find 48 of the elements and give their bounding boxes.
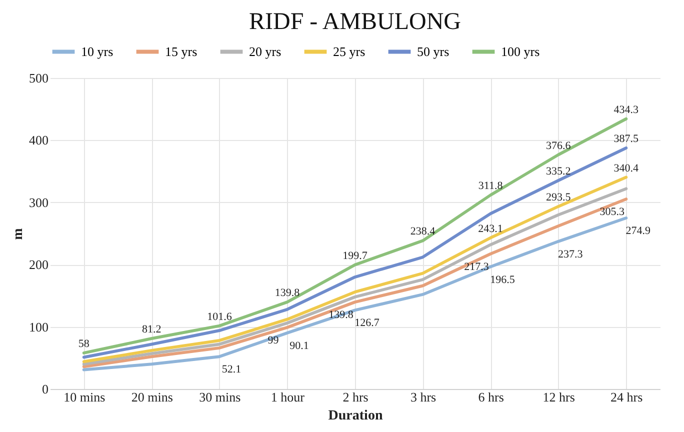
legend-label: 10 yrs <box>81 44 114 59</box>
y-tick-label: 500 <box>29 70 48 86</box>
legend-label: 50 yrs <box>417 44 450 59</box>
x-tick-label: 2 hrs <box>342 390 368 404</box>
data-label: 340.4 <box>614 162 639 174</box>
data-label: 237.3 <box>558 248 584 260</box>
x-tick-label: 20 mins <box>131 390 173 404</box>
x-tick-label: 10 mins <box>64 390 106 404</box>
data-label: 52.1 <box>222 364 242 376</box>
y-tick-label: 200 <box>29 257 48 272</box>
data-label: 199.7 <box>342 250 368 262</box>
data-label: 90.1 <box>290 340 309 352</box>
data-label: 387.5 <box>614 132 639 145</box>
data-label: 243.1 <box>478 222 503 235</box>
y-axis-title: m <box>11 228 26 240</box>
y-tick-label: 0 <box>42 382 48 396</box>
x-tick-label: 1 hour <box>270 390 306 404</box>
data-label: 217.3 <box>464 260 490 273</box>
data-label: 434.3 <box>614 104 639 116</box>
data-label: 335.2 <box>546 166 571 178</box>
data-label: 196.5 <box>490 274 516 286</box>
y-tick-label: 300 <box>29 194 48 210</box>
x-tick-label: 6 hrs <box>478 390 504 404</box>
data-label: 81.2 <box>142 323 162 336</box>
x-tick-label: 24 hrs <box>610 390 643 404</box>
data-label: 99 <box>268 334 280 346</box>
legend-label: 15 yrs <box>165 44 198 59</box>
x-tick-label: 30 mins <box>199 390 241 404</box>
data-label: 305.3 <box>600 206 625 218</box>
y-tick-label: 400 <box>29 132 48 148</box>
data-label: 139.8 <box>328 309 354 322</box>
data-label: 126.7 <box>354 317 380 330</box>
x-tick-label: 12 hrs <box>542 390 575 404</box>
legend-label: 20 yrs <box>249 44 282 59</box>
data-label: 376.6 <box>546 140 572 152</box>
legend-label: 100 yrs <box>501 44 540 59</box>
legend-label: 25 yrs <box>333 44 366 59</box>
data-label: 58 <box>78 338 90 350</box>
data-label: 311.8 <box>478 180 504 192</box>
data-label: 274.9 <box>626 225 651 238</box>
data-label: 101.6 <box>207 310 232 323</box>
data-label: 139.8 <box>274 287 300 300</box>
x-axis-title: Duration <box>328 408 383 424</box>
chart-title: RIDF - AMBULONG <box>248 9 462 35</box>
y-tick-label: 100 <box>29 319 48 334</box>
data-label: 293.5 <box>546 191 572 204</box>
x-tick-label: 3 hrs <box>410 390 436 404</box>
data-label: 238.4 <box>410 226 436 238</box>
